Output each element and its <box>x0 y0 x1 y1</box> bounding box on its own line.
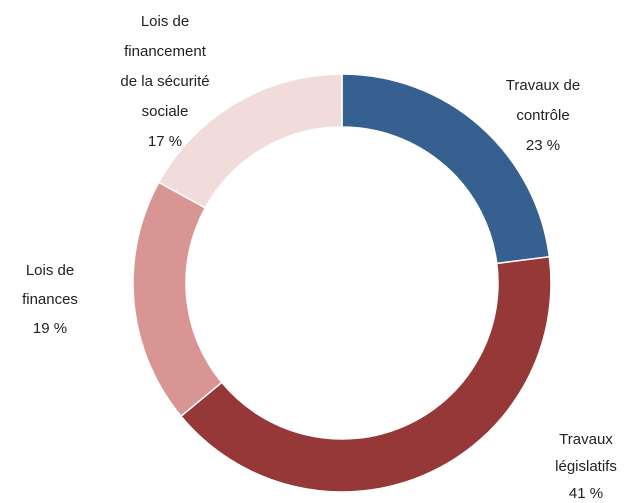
category-label: Travaux législatifs <box>555 431 617 475</box>
donut-segment <box>179 255 552 493</box>
value-label: 17 % <box>147 133 183 150</box>
segment-label: Lois de finances 19 % <box>14 256 86 343</box>
category-label: Travaux de contrôle <box>505 77 581 124</box>
value-label: 23 % <box>525 137 561 154</box>
segment-label: Travaux de contrôle 23 % <box>496 71 591 161</box>
value-label: 19 % <box>32 320 68 337</box>
segment-label: Lois de financement de la sécurité socia… <box>114 7 216 157</box>
category-label: Lois de finances <box>22 262 78 308</box>
value-label: 41 % <box>568 485 604 502</box>
donut-segment <box>157 73 343 209</box>
donut-segment <box>132 181 223 418</box>
category-label: Lois de financement de la sécurité socia… <box>120 13 210 120</box>
segment-label: Travaux législatifs 41 % <box>541 426 631 503</box>
